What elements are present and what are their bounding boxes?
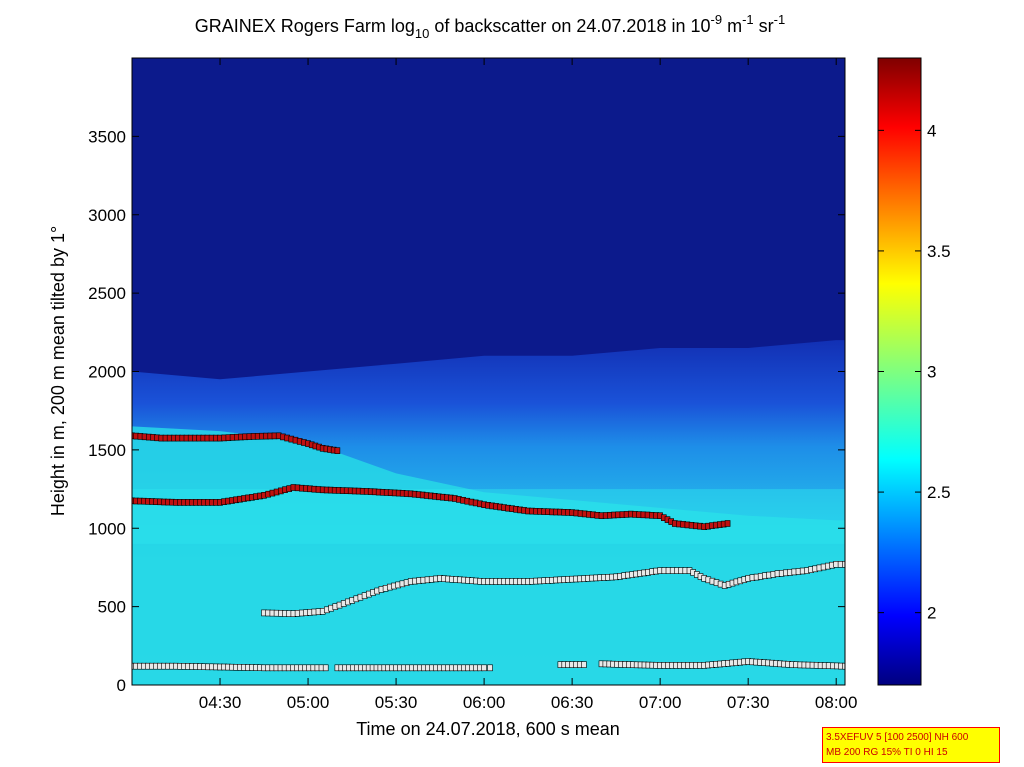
info-line-1: 3.5XEFUV 5 [100 2500] NH 600 <box>826 732 969 743</box>
y-tick-label: 3500 <box>88 127 126 146</box>
colorbar-tick-label: 3 <box>927 363 936 382</box>
info-line-2: MB 200 RG 15% TI 0 HI 15 <box>826 747 948 758</box>
x-tick-label: 06:00 <box>463 693 506 712</box>
layer-marker <box>842 662 845 670</box>
processing-info-box: 3.5XEFUV 5 [100 2500] NH 600 MB 200 RG 1… <box>822 727 1000 763</box>
colorbar <box>878 58 921 685</box>
x-tick-label: 04:30 <box>199 693 242 712</box>
x-tick-label: 07:30 <box>727 693 770 712</box>
markers-layer <box>132 432 845 672</box>
x-tick-label: 07:00 <box>639 693 682 712</box>
y-tick-label: 500 <box>98 598 126 617</box>
y-tick-label: 2000 <box>88 363 126 382</box>
layer-marker <box>334 447 341 455</box>
colorbar-tick-label: 3.5 <box>927 242 951 261</box>
x-axis-label: Time on 24.07.2018, 600 s mean <box>356 719 620 739</box>
colorbar-tick-label: 2.5 <box>927 483 951 502</box>
layer-marker <box>481 664 487 672</box>
x-tick-label: 05:00 <box>287 693 330 712</box>
x-tick-label: 05:30 <box>375 693 418 712</box>
layer-marker <box>322 664 329 672</box>
x-tick-label: 06:30 <box>551 693 594 712</box>
layer-marker <box>842 560 845 568</box>
y-tick-label: 3000 <box>88 206 126 225</box>
layer-marker <box>581 661 587 668</box>
x-axis: 04:30 05:00 05:30 06:00 06:30 07:00 07:30 08:00 <box>199 58 858 712</box>
colorbar-tick-label: 4 <box>927 121 936 140</box>
y-tick-label: 2500 <box>88 284 126 303</box>
y-tick-label: 0 <box>117 676 126 695</box>
colorbar-axis: 2 2.5 3 3.5 4 <box>878 121 951 623</box>
y-tick-label: 1000 <box>88 519 126 538</box>
residual-layer-region <box>132 58 845 380</box>
layer-marker <box>724 520 731 527</box>
heatmap-field <box>132 58 845 685</box>
colorbar-tick-label: 2 <box>927 604 936 623</box>
y-axis-label: Height in m, 200 m mean tilted by 1° <box>48 226 68 516</box>
chart-title: GRAINEX Rogers Farm log10 of backscatter… <box>195 12 785 41</box>
y-axis: 0 500 1000 1500 2000 2500 3000 3500 <box>88 127 845 695</box>
layer-marker <box>487 664 493 672</box>
x-tick-label: 08:00 <box>815 693 858 712</box>
y-tick-label: 1500 <box>88 441 126 460</box>
